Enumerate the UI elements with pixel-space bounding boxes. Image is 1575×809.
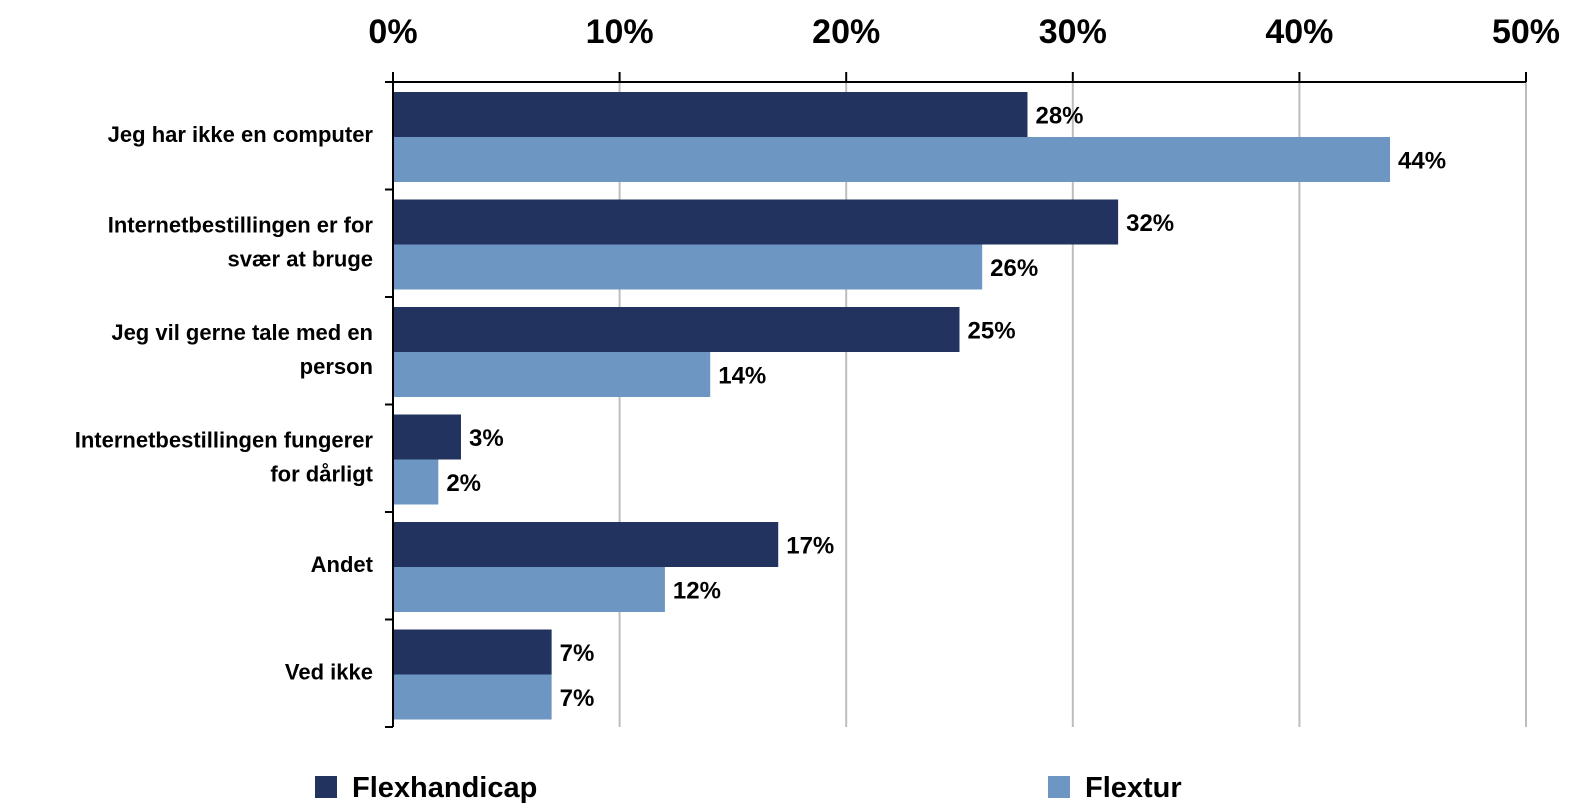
legend-label-flexhandicap: Flexhandicap — [352, 772, 537, 804]
bar-flexhandicap — [393, 414, 461, 460]
x-tick-label: 50% — [1492, 13, 1560, 51]
bar-flextur — [393, 674, 552, 720]
data-label: 2% — [446, 470, 481, 497]
bar-flextur — [393, 459, 439, 505]
legend-label-flextur: Flextur — [1085, 772, 1182, 804]
bar-flexhandicap — [393, 199, 1119, 245]
data-label: 25% — [968, 318, 1016, 345]
category-label: Jeg har ikke en computer — [108, 122, 374, 147]
legend: Flexhandicap Flextur — [315, 772, 1182, 804]
data-label: 12% — [673, 578, 721, 605]
labels: 0% 10% 20% 30% 40% 50% 28% 44% Jeg har ikke en c… — [75, 13, 1560, 712]
gridlines — [618, 82, 1527, 727]
category-label: Internetbestillingen er for — [108, 212, 374, 237]
x-tick-label: 10% — [586, 13, 654, 51]
x-tick-label: 0% — [368, 13, 417, 51]
data-label: 26% — [990, 255, 1038, 282]
x-tick-label: 40% — [1265, 13, 1333, 51]
bar-flexhandicap — [393, 522, 779, 567]
bar-flexhandicap — [393, 92, 1028, 137]
category-label: Ved ikke — [285, 659, 373, 684]
bar-flexhandicap — [393, 307, 960, 352]
data-label: 7% — [560, 640, 595, 667]
category-label: svær at bruge — [228, 246, 374, 271]
bar-flextur — [393, 244, 983, 290]
category-label: Jeg vil gerne tale med en — [111, 320, 373, 345]
bar-flexhandicap — [393, 629, 552, 675]
data-label: 7% — [560, 685, 595, 712]
category-label: for dårligt — [270, 461, 373, 486]
bar-flextur — [393, 567, 665, 612]
category-label: Andet — [311, 552, 374, 577]
category-label: person — [300, 354, 373, 379]
x-tick-label: 20% — [812, 13, 880, 51]
data-label: 14% — [718, 363, 766, 390]
bar-flextur — [393, 352, 711, 397]
x-tick-label: 30% — [1039, 13, 1107, 51]
legend-swatch-flexhandicap — [315, 776, 337, 798]
data-label: 3% — [469, 425, 504, 452]
data-label: 17% — [786, 533, 834, 560]
legend-swatch-flextur — [1048, 776, 1070, 798]
category-label: Internetbestillingen fungerer — [75, 427, 374, 452]
data-label: 28% — [1035, 103, 1083, 130]
axes — [385, 72, 1527, 728]
data-label: 32% — [1126, 210, 1174, 237]
data-label: 44% — [1398, 148, 1446, 175]
bar-flextur — [393, 137, 1391, 182]
bars — [393, 92, 1391, 720]
